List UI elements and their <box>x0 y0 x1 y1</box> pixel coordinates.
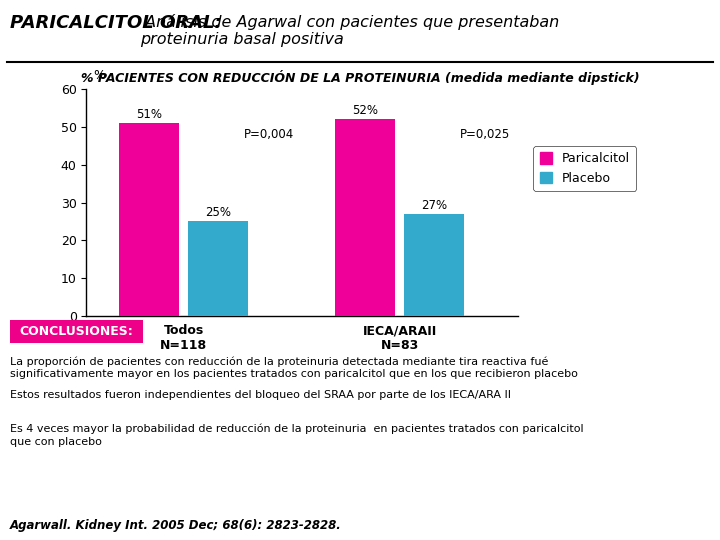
Text: Análisis de Agarwal con pacientes que presentaban
proteinuria basal positiva: Análisis de Agarwal con pacientes que pr… <box>140 14 559 47</box>
Text: CONCLUSIONES:: CONCLUSIONES: <box>20 325 133 338</box>
Legend: Paricalcitol, Placebo: Paricalcitol, Placebo <box>534 146 636 191</box>
Text: La proporción de pacientes con reducción de la proteinuria detectada mediante ti: La proporción de pacientes con reducción… <box>10 356 578 379</box>
Bar <box>335 119 395 316</box>
Text: 51%: 51% <box>136 108 162 121</box>
Text: Es 4 veces mayor la probabilidad de reducción de la proteinuria  en pacientes tr: Es 4 veces mayor la probabilidad de redu… <box>10 424 584 447</box>
Text: 52%: 52% <box>352 104 378 117</box>
Text: P=0,025: P=0,025 <box>460 128 510 141</box>
Bar <box>188 221 248 316</box>
Text: Agarwall. Kidney Int. 2005 Dec; 68(6): 2823-2828.: Agarwall. Kidney Int. 2005 Dec; 68(6): 2… <box>10 519 342 532</box>
Text: 25%: 25% <box>205 206 231 219</box>
Text: Estos resultados fueron independientes del bloqueo del SRAA por parte de los IEC: Estos resultados fueron independientes d… <box>10 390 511 400</box>
Bar <box>404 214 464 316</box>
Bar <box>119 123 179 316</box>
Text: % PACIENTES CON REDUCCIÓN DE LA PROTEINURIA (medida mediante dipstick): % PACIENTES CON REDUCCIÓN DE LA PROTEINU… <box>81 70 639 85</box>
Text: 27%: 27% <box>421 199 447 212</box>
Text: P=0,004: P=0,004 <box>244 128 294 141</box>
Text: PARICALCITOL ORAL:: PARICALCITOL ORAL: <box>10 14 222 31</box>
Text: %: % <box>93 69 105 82</box>
